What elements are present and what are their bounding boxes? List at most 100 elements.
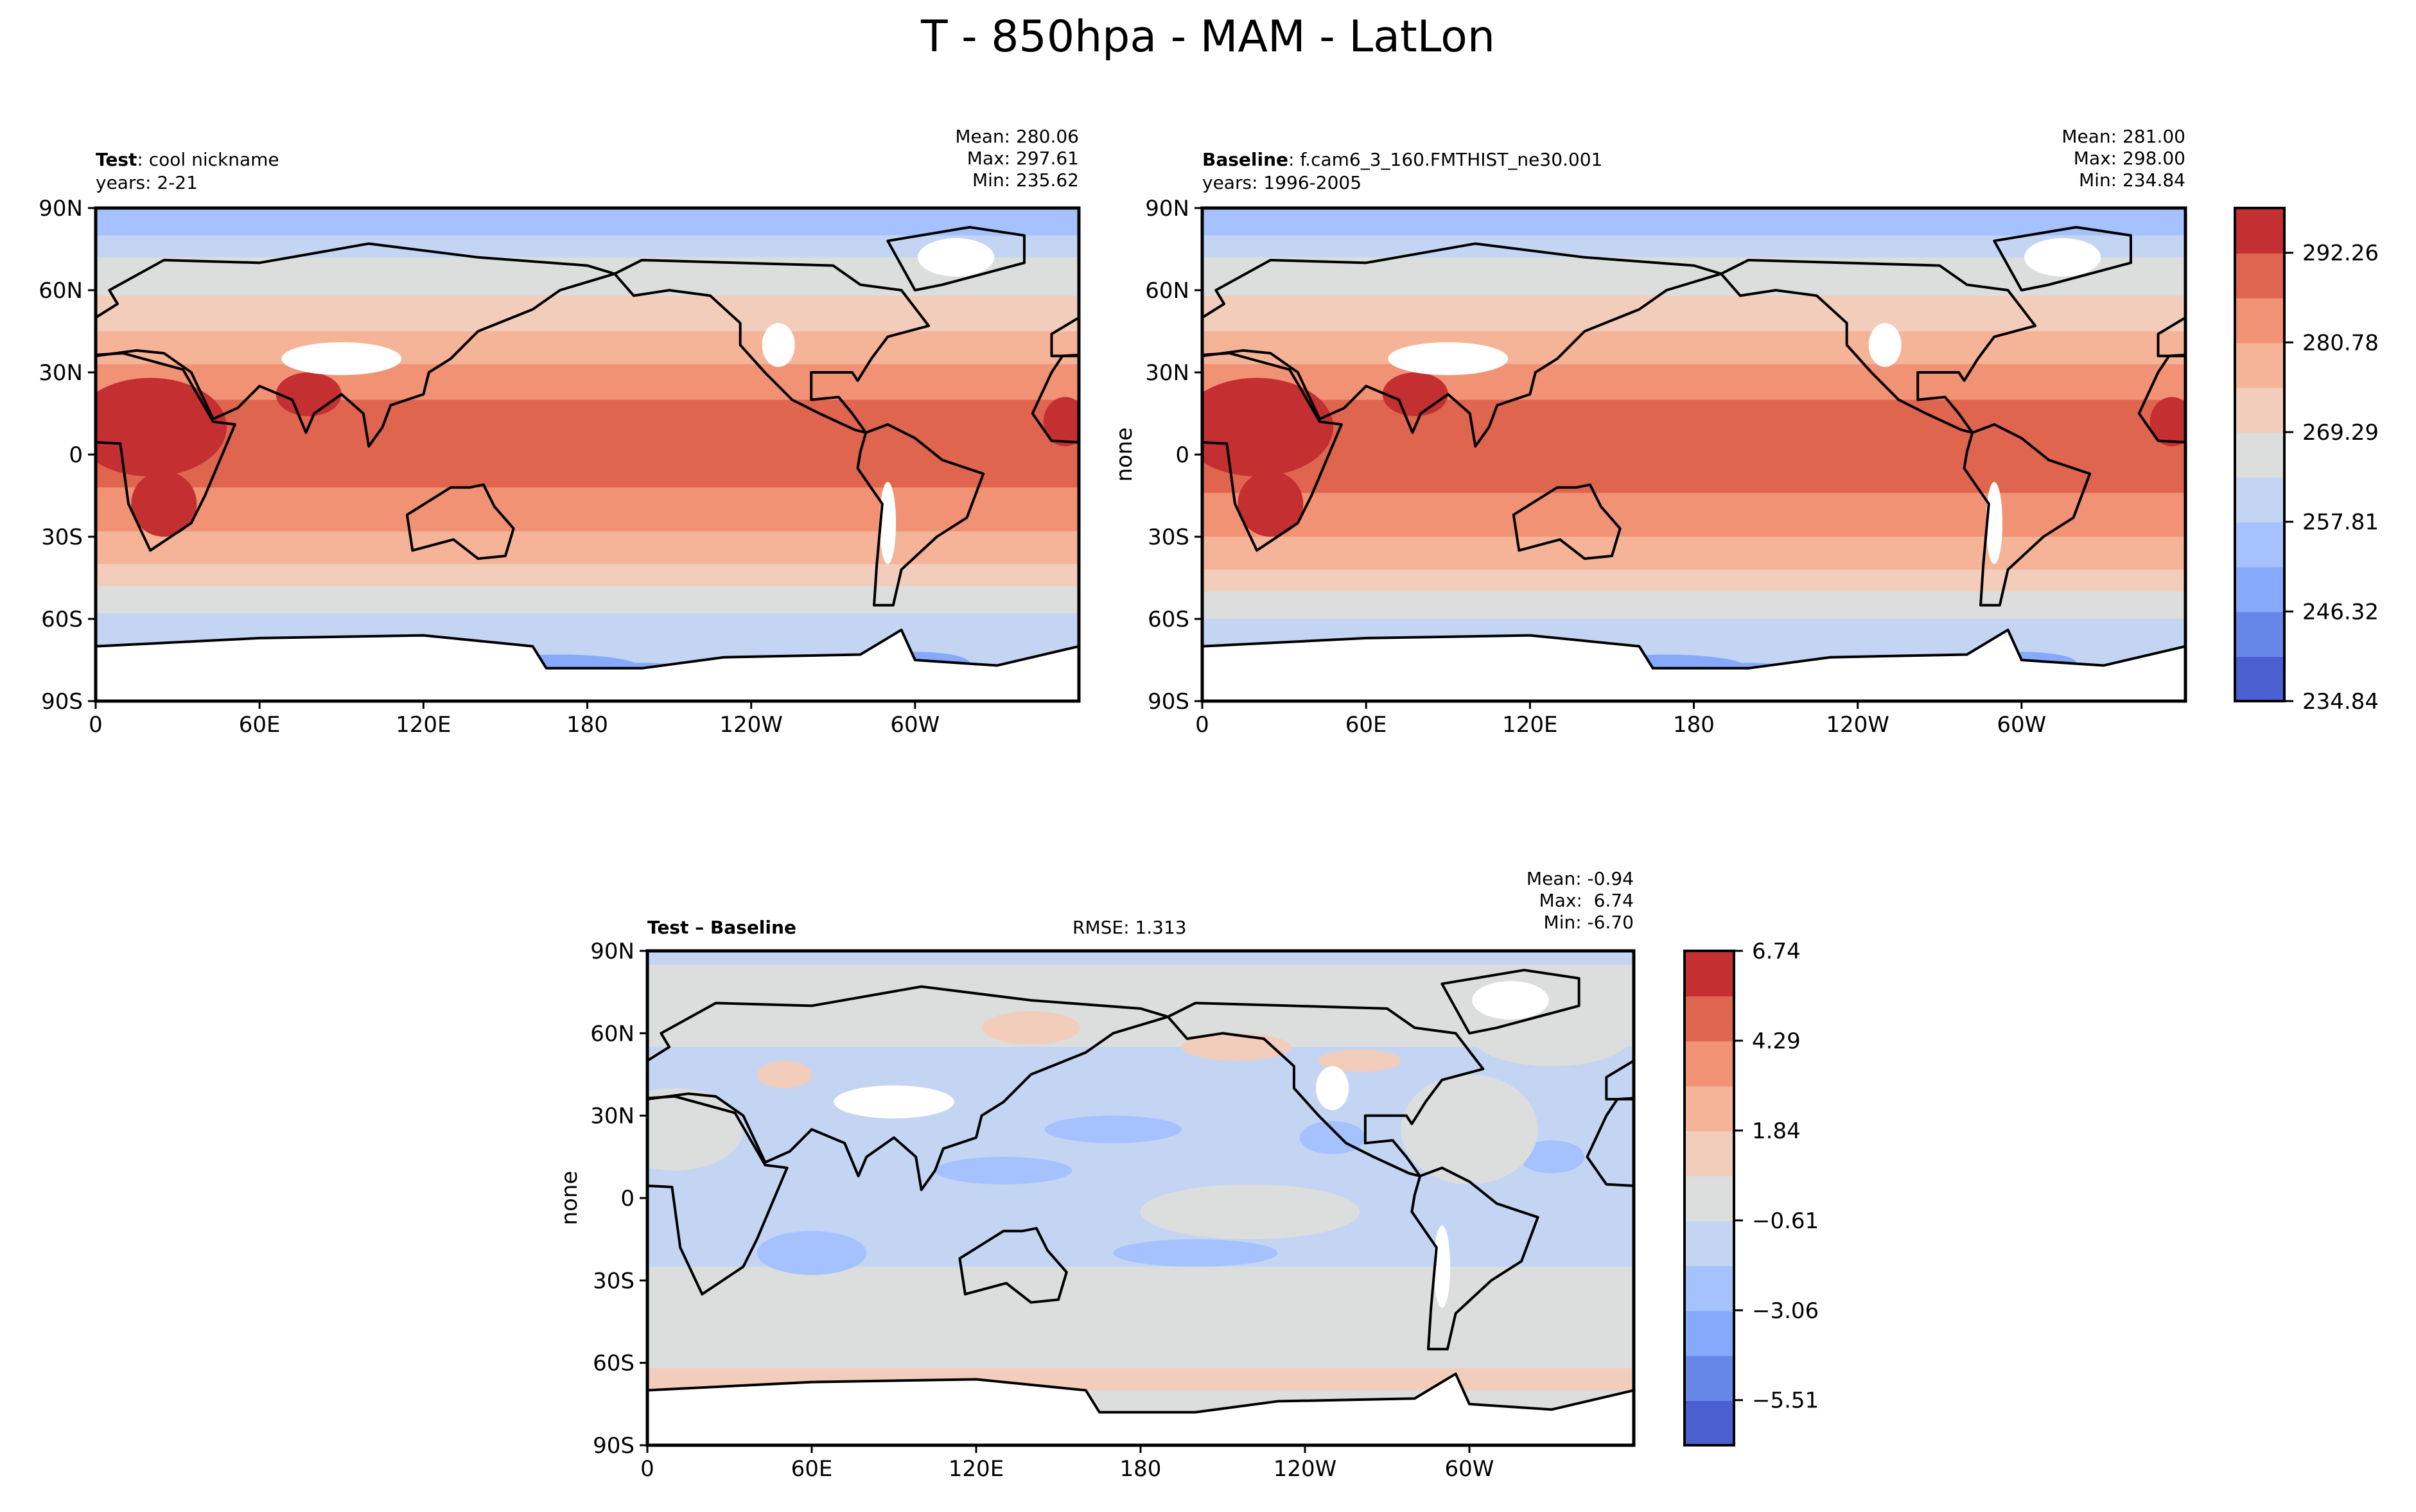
diff-mean: Mean: -0.94 <box>1526 868 1634 889</box>
colorbar-tick-label: −3.06 <box>1752 1298 1819 1324</box>
colorbar-tick-label: −0.61 <box>1752 1208 1819 1234</box>
coastline-samerica <box>2398 1168 2416 1349</box>
colorbar-segment <box>2235 252 2284 299</box>
colorbar-segment <box>1685 1041 1734 1086</box>
x-tick-label: 120E <box>949 1456 1004 1482</box>
coastline-australia <box>405 483 515 560</box>
y-tick-label: 0 <box>69 442 83 468</box>
colorbar-frame <box>2234 207 2286 702</box>
y-tick-label: 90N <box>1145 196 1189 222</box>
field <box>96 208 1079 701</box>
map-difference: 0 60E 120E 180 120W 60W 90N 60N 30N 0 30S 60S 90S non… <box>557 939 2416 1482</box>
colorbar-segment <box>2235 656 2284 702</box>
contour-band <box>1202 537 2185 571</box>
masked-terrain <box>1868 323 1902 367</box>
y-tick-label: 60S <box>41 607 83 632</box>
baseline-years: years: 1996-2005 <box>1202 172 1362 193</box>
y-tick-label: 30S <box>593 1268 635 1294</box>
x-tick-label: 60E <box>1345 712 1387 738</box>
contour-band <box>1202 591 2185 620</box>
coastline-africa <box>96 352 236 552</box>
coastline-namerica <box>1720 259 2037 434</box>
coastline-greenland <box>1440 968 1580 1035</box>
baseline-label: Baseline: f.cam6_3_160.FMTHIST_ne30.001 <box>1202 149 1602 171</box>
x-tick-label: 120W <box>1826 712 1889 738</box>
coastline-greenland <box>1993 225 2132 291</box>
map-test: 0 60E 120E 180 120W 60W 90N 60N 30N 0 30S 60S 90S <box>39 196 1081 738</box>
colorbar-segment <box>2235 611 2284 657</box>
masked-terrain <box>1986 482 2003 564</box>
y-axis-label: none <box>1112 428 1137 482</box>
masked-terrain <box>879 482 897 564</box>
coastline-africa <box>647 1095 789 1296</box>
hot-region <box>1043 397 1079 447</box>
contour-band <box>1202 399 2185 494</box>
colorbar-tick-label: 4.29 <box>1752 1029 1801 1054</box>
x-tick-label: 180 <box>1673 712 1715 738</box>
positive-anomaly <box>757 1061 812 1088</box>
diff-label-bold: Test – Baseline <box>647 917 796 938</box>
hot-region <box>2149 397 2185 447</box>
colorbar-tick-label: 6.74 <box>1752 939 1801 964</box>
contour-band <box>96 399 1079 489</box>
masked-terrain <box>1472 981 1549 1020</box>
x-tick-label: 0 <box>640 1456 654 1482</box>
negative-anomaly <box>757 1231 867 1275</box>
contour-band <box>96 331 1079 365</box>
colorbar-segment <box>2235 387 2284 433</box>
coastline-namerica <box>2155 1003 2416 1176</box>
hot-region <box>276 372 342 417</box>
colorbar-tick-label: 234.84 <box>2302 689 2379 715</box>
colorbar-segment <box>2235 297 2284 343</box>
masked-terrain <box>918 238 995 277</box>
colorbar-segment <box>1685 1400 1734 1446</box>
x-tick-label: 60W <box>1997 712 2046 738</box>
hot-region <box>1202 378 1334 477</box>
masked-terrain <box>1388 342 1509 376</box>
masked-terrain <box>281 342 402 376</box>
masked-terrain <box>762 323 795 367</box>
contour-band <box>96 235 1079 258</box>
negative-anomaly <box>1113 1239 1278 1267</box>
coastline-namerica <box>613 259 931 434</box>
colorbar-segment <box>1685 1265 1734 1311</box>
coastline-australia <box>1946 1228 2053 1303</box>
coastline-africa <box>1586 1097 1634 1187</box>
y-tick-label: 90S <box>41 689 83 715</box>
colorbar-segment <box>1685 1131 1734 1176</box>
test-label-name: : cool nickname <box>137 149 279 170</box>
coastline-greenland <box>886 225 1026 291</box>
contour-band <box>1202 295 2185 332</box>
y-tick-label: 0 <box>620 1186 635 1212</box>
coastline-antarctica <box>2184 645 2185 701</box>
test-max: Max: 297.61 <box>967 148 1079 169</box>
field <box>1202 208 2185 701</box>
contour-band <box>96 487 1079 532</box>
coastline-eurasia <box>647 985 1169 1192</box>
masked-terrain <box>1433 1225 1451 1308</box>
x-tick-label: 0 <box>89 712 103 738</box>
hot-region <box>131 471 197 537</box>
hot-region <box>96 378 227 477</box>
colorbar-segment <box>1685 1086 1734 1131</box>
coastline-australia <box>1512 483 1622 560</box>
test-label-bold: Test <box>96 149 137 170</box>
y-tick-label: 60N <box>39 278 83 304</box>
masked-terrain <box>834 1085 954 1118</box>
coastline-namerica <box>1166 1002 1485 1177</box>
baseline-label-name: : f.cam6_3_160.FMTHIST_ne30.001 <box>1288 149 1603 170</box>
colorbar-tick-label: 269.29 <box>2302 420 2379 446</box>
positive-anomaly <box>981 1011 1081 1045</box>
masked-terrain <box>1316 1066 1349 1111</box>
test-stats: Mean: 280.06 Max: 297.61 Min: 235.62 <box>822 126 1079 191</box>
y-tick-label: 90S <box>1148 689 1189 715</box>
test-years: years: 2-21 <box>96 172 198 193</box>
colorbar-segment <box>2235 342 2284 388</box>
y-tick-label: 60S <box>1148 607 1189 632</box>
field <box>647 951 2416 1445</box>
colorbar-segment <box>1685 996 1734 1041</box>
colorbar-frame <box>1683 950 1735 1447</box>
colorbar-segment <box>2235 476 2284 523</box>
coastline-antarctica <box>1633 1389 1634 1445</box>
y-tick-label: 60S <box>593 1351 635 1377</box>
